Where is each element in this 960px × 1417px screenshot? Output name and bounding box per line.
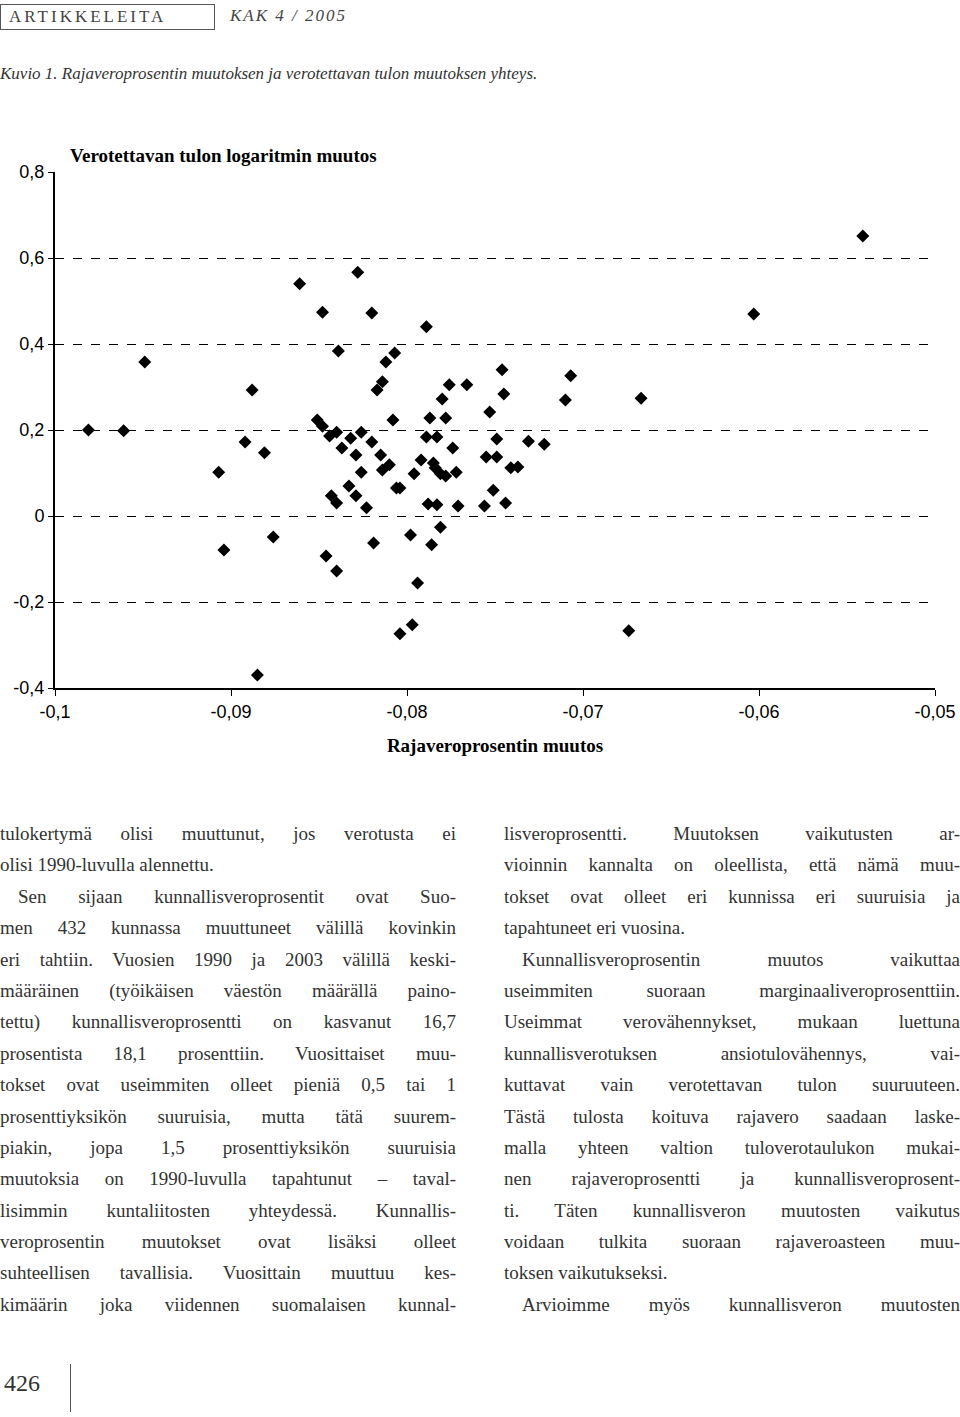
html-text:ti. Täten kunnallisveron muuto: ti. Täten kunnallisveron muutosten vaiku… [504, 1199, 960, 1221]
svg-text:0,6: 0,6 [19, 248, 44, 268]
html-text:olisi 1990-luvulla alennettu.: olisi 1990-luvulla alennettu. [0, 854, 214, 876]
html-text:malla yhteen valtion tuloverot: malla yhteen valtion tuloverotaulukon mu… [504, 1136, 960, 1158]
svg-text:-0,08: -0,08 [386, 702, 427, 722]
svg-text:-0,05: -0,05 [914, 702, 955, 722]
html-text:lisveroprosentti. Muutoksen va: lisveroprosentti. Muutoksen vaikutusten … [504, 823, 960, 844]
html-text:veroprosentin muutokset ovat l: veroprosentin muutokset ovat lisäksi oll… [0, 1231, 456, 1253]
svg-text:-0,4: -0,4 [13, 678, 44, 698]
html-text:426: 426 [4, 1370, 40, 1396]
html-text:eri tahtiin. Vuosien 1990 ja 2: eri tahtiin. Vuosien 1990 ja 2003 välill… [0, 948, 456, 970]
html-text:useimmiten suoraan marginaaliv: useimmiten suoraan marginaaliveroprosent… [504, 980, 960, 1001]
html-text:Kuvio 1. Rajaveroprosentin muu: Kuvio 1. Rajaveroprosentin muutoksen ja … [0, 64, 538, 83]
svg-text:Verotettavan tulon logaritmin: Verotettavan tulon logaritmin muutos [70, 145, 377, 166]
html-text:prosenttiyksikön suuruisia, mu: prosenttiyksikön suuruisia, mutta tätä s… [0, 1105, 456, 1127]
html-text:kimäärin joka viidennen suomal: kimäärin joka viidennen suomalaisen kunn… [0, 1293, 456, 1315]
html-text:tokset ovat useimmiten olleet: tokset ovat useimmiten olleet pieniä 0,5… [0, 1074, 456, 1096]
svg-text:-0,06: -0,06 [738, 702, 779, 722]
html-text:men 432 kunnassa muuttuneet vä: men 432 kunnassa muuttuneet välillä kovi… [0, 917, 456, 939]
svg-text:0: 0 [34, 506, 44, 526]
html-text:tettu) kunnallisveroprosentti: tettu) kunnallisveroprosentti on kasvanu… [0, 1011, 456, 1033]
html-text:voidaan tulkita suoraan rajave: voidaan tulkita suoraan rajaveroasteen m… [504, 1231, 960, 1253]
svg-text:-0,09: -0,09 [210, 702, 251, 722]
html-text:suhteellisen tavallisia. Vuosi: suhteellisen tavallisia. Vuosittain muut… [0, 1262, 456, 1284]
html-text:tulokertymä olisi muuttunut, j: tulokertymä olisi muuttunut, jos verotus… [0, 823, 456, 844]
html-text:Useimmat verovähennykset, muka: Useimmat verovähennykset, mukaan luettun… [504, 1011, 960, 1033]
svg-text:-0,07: -0,07 [562, 702, 603, 722]
html-text:Arvioimme myös kunnallisveron: Arvioimme myös kunnallisveron muutosten [522, 1293, 960, 1315]
html-text:nen rajaveroprosentti ja kunna: nen rajaveroprosentti ja kunnallisveropr… [504, 1168, 960, 1190]
html-text:toksen vaikutukseksi.: toksen vaikutukseksi. [504, 1262, 668, 1284]
html-text:Tästä tulosta koituva rajavero: Tästä tulosta koituva rajavero saadaan l… [504, 1105, 960, 1127]
svg-text:-0,2: -0,2 [13, 592, 44, 612]
svg-text:Rajaveroprosentin muutos: Rajaveroprosentin muutos [387, 735, 603, 756]
html-text:Kunnallisveroprosentin muutos: Kunnallisveroprosentin muutos vaikuttaa [522, 948, 960, 970]
svg-text:0,2: 0,2 [19, 420, 44, 440]
html-text:ARTIKKELEITA: ARTIKKELEITA [9, 7, 167, 26]
html-text:tokset ovat olleet eri kunniss: tokset ovat olleet eri kunnissa eri suur… [504, 885, 960, 907]
html-text:KAK 4 / 2005: KAK 4 / 2005 [230, 6, 347, 25]
html-text:Sen sijaan kunnallisveroprosen: Sen sijaan kunnallisveroprosentit ovat S… [18, 885, 456, 907]
html-text:kunnallisverotuksen ansiotulov: kunnallisverotuksen ansiotulovähennys, v… [504, 1042, 960, 1064]
html-text:lisimmin kuntaliitosten yhteyd: lisimmin kuntaliitosten yhteydessä. Kunn… [0, 1199, 456, 1221]
html-text:määräinen (työikäisen väestön: määräinen (työikäisen väestön määrällä p… [0, 980, 456, 1001]
html-text:piakin, jopa 1,5 prosenttiyksi: piakin, jopa 1,5 prosenttiyksikön suurui… [0, 1136, 456, 1158]
html-text:vioinnin kannalta on oleellist: vioinnin kannalta on oleellista, että nä… [504, 854, 960, 876]
svg-text:0,4: 0,4 [19, 334, 44, 354]
html-text:tapahtuneet eri vuosina.: tapahtuneet eri vuosina. [504, 917, 685, 939]
html-text:prosentista 18,1 prosenttiin.: prosentista 18,1 prosenttiin. Vuosittais… [0, 1042, 456, 1064]
html-text:muutoksia on 1990-luvulla tapa: muutoksia on 1990-luvulla tapahtunut – t… [0, 1168, 456, 1190]
html-text:kuttavat vain verotettavan tul: kuttavat vain verotettavan tulon suuruut… [504, 1074, 960, 1096]
svg-text:0,8: 0,8 [19, 162, 44, 182]
svg-text:-0,1: -0,1 [39, 702, 70, 722]
